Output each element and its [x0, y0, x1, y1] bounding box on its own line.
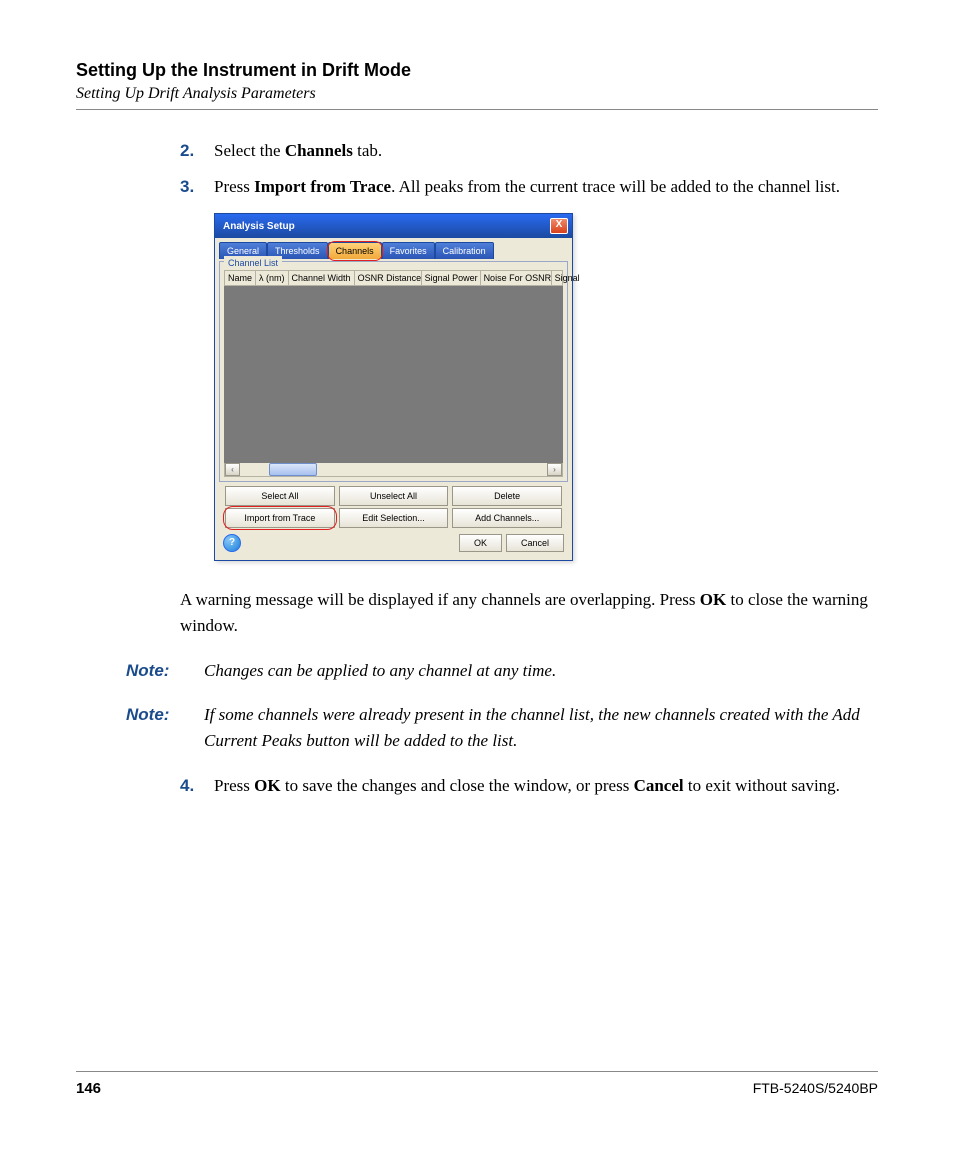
model-number: FTB-5240S/5240BP: [753, 1080, 878, 1097]
body-content: 2. Select the Channels tab. 3. Press Imp…: [76, 138, 878, 640]
text: to save the changes and close the window…: [281, 776, 634, 795]
import-from-trace-button[interactable]: Import from Trace: [225, 508, 335, 528]
col-signal-power[interactable]: Signal Power: [422, 271, 481, 285]
warning-paragraph: A warning message will be displayed if a…: [180, 587, 878, 640]
tab-channels[interactable]: Channels: [328, 242, 382, 259]
step-4: 4. Press OK to save the changes and clos…: [180, 773, 878, 799]
analysis-setup-dialog: Analysis Setup X General Thresholds Chan…: [214, 213, 573, 561]
text: to exit without saving.: [684, 776, 840, 795]
col-noise-osnr[interactable]: Noise For OSNR: [481, 271, 552, 285]
ok-button[interactable]: OK: [459, 534, 502, 552]
col-name[interactable]: Name: [225, 271, 256, 285]
close-icon[interactable]: X: [550, 218, 568, 234]
button-row-2: Import from Trace Edit Selection... Add …: [223, 508, 564, 528]
help-icon[interactable]: ?: [223, 534, 241, 552]
add-channels-button[interactable]: Add Channels...: [452, 508, 562, 528]
col-signal[interactable]: Signal: [552, 271, 583, 285]
bold-text: Cancel: [634, 776, 684, 795]
text: Select the: [214, 141, 285, 160]
document-page: Setting Up the Instrument in Drift Mode …: [0, 0, 954, 1159]
text: tab.: [353, 141, 382, 160]
step-number: 3.: [180, 174, 214, 200]
button-label: Import from Trace: [244, 513, 315, 523]
unselect-all-button[interactable]: Unselect All: [339, 486, 449, 506]
text: . All peaks from the current trace will …: [391, 177, 840, 196]
body-content-2: 4. Press OK to save the changes and clos…: [76, 773, 878, 799]
note-2: Note: If some channels were already pres…: [76, 702, 878, 755]
note-1: Note: Changes can be applied to any chan…: [76, 658, 878, 684]
col-osnr-distance[interactable]: OSNR Distance: [355, 271, 422, 285]
section-title: Setting Up the Instrument in Drift Mode: [76, 60, 878, 81]
edit-selection-button[interactable]: Edit Selection...: [339, 508, 449, 528]
cancel-button[interactable]: Cancel: [506, 534, 564, 552]
note-text: Changes can be applied to any channel at…: [204, 658, 878, 684]
dialog-titlebar: Analysis Setup X: [215, 214, 572, 238]
button-row-1: Select All Unselect All Delete: [223, 486, 564, 506]
step-text: Press OK to save the changes and close t…: [214, 773, 878, 799]
bold-text: Channels: [285, 141, 353, 160]
bold-text: Import from Trace: [254, 177, 391, 196]
note-label: Note:: [76, 658, 204, 684]
page-footer: 146 FTB-5240S/5240BP: [76, 1071, 878, 1097]
header-divider: [76, 109, 878, 110]
text: A warning message will be displayed if a…: [180, 590, 700, 609]
section-subtitle: Setting Up Drift Analysis Parameters: [76, 85, 878, 103]
step-text: Select the Channels tab.: [214, 138, 878, 164]
note-text: If some channels were already present in…: [204, 702, 878, 755]
dialog-screenshot: Analysis Setup X General Thresholds Chan…: [214, 213, 878, 561]
tab-label: Channels: [336, 246, 374, 256]
dialog-title: Analysis Setup: [223, 221, 295, 232]
footer-divider: [76, 1071, 878, 1072]
step-3: 3. Press Import from Trace. All peaks fr…: [180, 174, 878, 200]
scroll-right-icon[interactable]: ›: [547, 463, 562, 476]
dialog-body: General Thresholds Channels Favorites Ca…: [215, 238, 572, 560]
scroll-left-icon[interactable]: ‹: [225, 463, 240, 476]
col-channel-width[interactable]: Channel Width: [289, 271, 355, 285]
table-body-empty: [224, 286, 563, 463]
tab-calibration[interactable]: Calibration: [435, 242, 494, 259]
step-number: 4.: [180, 773, 214, 799]
bold-text: OK: [254, 776, 280, 795]
table-header: Name λ (nm) Channel Width OSNR Distance …: [224, 270, 563, 286]
step-2: 2. Select the Channels tab.: [180, 138, 878, 164]
col-lambda[interactable]: λ (nm): [256, 271, 289, 285]
select-all-button[interactable]: Select All: [225, 486, 335, 506]
tab-favorites[interactable]: Favorites: [382, 242, 435, 259]
scroll-thumb[interactable]: [269, 463, 317, 476]
group-label: Channel List: [224, 256, 282, 270]
horizontal-scrollbar[interactable]: ‹ ›: [224, 463, 563, 477]
step-text: Press Import from Trace. All peaks from …: [214, 174, 878, 200]
note-label: Note:: [76, 702, 204, 755]
step-number: 2.: [180, 138, 214, 164]
delete-button[interactable]: Delete: [452, 486, 562, 506]
dialog-footer: ? OK Cancel: [219, 530, 568, 556]
channel-list-group: Channel List Name λ (nm) Channel Width O…: [219, 261, 568, 482]
page-number: 146: [76, 1080, 101, 1097]
text: Press: [214, 177, 254, 196]
bold-text: OK: [700, 590, 726, 609]
text: Press: [214, 776, 254, 795]
footer-row: 146 FTB-5240S/5240BP: [76, 1080, 878, 1097]
